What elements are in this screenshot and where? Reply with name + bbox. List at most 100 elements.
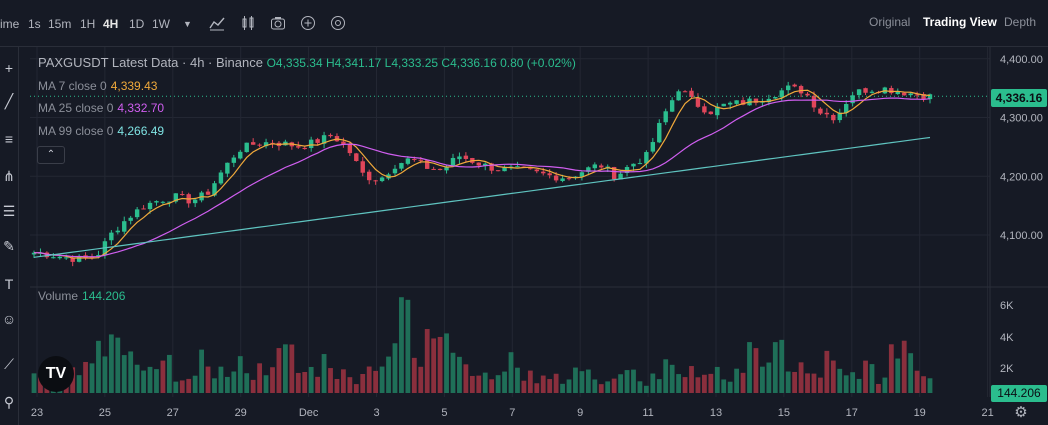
volume-bar <box>192 375 198 393</box>
candle-body <box>212 183 217 196</box>
candle-body <box>392 168 398 174</box>
volume-bar <box>876 383 881 393</box>
volume-bar <box>631 369 636 393</box>
volume-bar <box>399 297 404 393</box>
volume-bar <box>714 366 720 393</box>
ruler-icon[interactable]: ⟋ <box>4 356 14 372</box>
volume-bar <box>489 379 495 393</box>
y-tick-label: 4,300.00 <box>1000 113 1043 125</box>
interval-15m[interactable]: 15m <box>48 17 72 31</box>
interval-1s[interactable]: 1s <box>28 17 41 31</box>
shapes-icon[interactable]: ⋔ <box>3 168 15 184</box>
volume-bar <box>102 356 108 393</box>
volume-bar <box>643 385 649 393</box>
candle-body <box>366 171 372 181</box>
candle-body <box>96 254 101 257</box>
y-tick-label: 4,100.00 <box>1000 230 1043 242</box>
candle-body <box>457 156 462 160</box>
candle-body <box>238 151 243 159</box>
volume-bar <box>592 379 598 393</box>
volume-bar <box>579 371 585 393</box>
zoom-icon[interactable]: ⚲ <box>3 394 15 410</box>
volume-bar <box>289 344 295 393</box>
camera-icon[interactable] <box>270 15 286 33</box>
x-tick-label: 29 <box>235 407 247 419</box>
volume-bar <box>257 363 263 393</box>
candle-body <box>296 146 301 148</box>
volume-bar <box>598 384 604 393</box>
volume-bar <box>237 356 243 393</box>
interval-time[interactable]: ime <box>0 17 20 31</box>
candle-type-icon[interactable] <box>240 15 256 33</box>
settings-icon[interactable]: ⚙ <box>1014 404 1028 421</box>
volume-bar <box>721 379 727 393</box>
drawing-toolbar: + ╱ ≡ ⋔ ☰ ✎ T ☺ ⟋ ⚲ <box>0 47 19 425</box>
candle-body <box>257 144 262 146</box>
candle-body <box>128 217 133 221</box>
ma7-legend[interactable]: MA 7 close 0 4,339.43 <box>38 79 157 93</box>
volume-bar <box>856 378 862 393</box>
volume-bar <box>727 381 733 393</box>
candle-body <box>115 230 120 233</box>
brush-icon[interactable]: ✎ <box>3 238 15 254</box>
text-icon[interactable]: T <box>4 276 14 292</box>
ma99-legend[interactable]: MA 99 close 0 4,266.49 <box>38 124 164 138</box>
fib-icon[interactable]: ☰ <box>2 203 16 219</box>
candle-body <box>373 180 378 182</box>
volume-bar <box>199 349 204 393</box>
ma25-legend[interactable]: MA 25 close 0 4,332.70 <box>38 101 164 115</box>
volume-bar <box>457 356 462 393</box>
volume-bar <box>437 336 443 393</box>
x-tick-label: 21 <box>981 407 993 419</box>
interval-1h[interactable]: 1H <box>80 17 96 31</box>
candle-body <box>51 257 56 259</box>
view-original[interactable]: Original <box>869 15 911 29</box>
legend-collapse-button[interactable]: ⌃ <box>37 146 65 164</box>
volume-bar <box>656 379 662 393</box>
crosshair-icon[interactable]: + <box>4 60 14 76</box>
candle-body <box>341 141 346 145</box>
volume-bar <box>154 369 159 393</box>
candle-body <box>727 102 733 105</box>
interval-1w[interactable]: 1W <box>152 17 170 31</box>
view-trading-view[interactable]: Trading View <box>923 15 997 29</box>
volume-bar <box>553 373 559 393</box>
volume-bar <box>850 372 856 393</box>
volume-bar <box>689 366 694 393</box>
volume-bar <box>115 337 121 393</box>
candle-body <box>70 257 75 262</box>
volume-bar <box>740 372 746 393</box>
x-tick-label: 9 <box>577 407 583 419</box>
candle-body <box>57 256 62 259</box>
chevron-down-icon[interactable]: ▼ <box>183 19 192 29</box>
volume-legend: Volume 144.206 <box>38 289 125 303</box>
volume-bar <box>650 373 656 393</box>
volume-bar <box>914 370 920 393</box>
candle-body <box>64 257 69 259</box>
volume-bar <box>160 360 166 393</box>
volume-bar <box>282 344 288 393</box>
interval-1d[interactable]: 1D <box>129 17 145 31</box>
horizontal-lines-icon[interactable]: ≡ <box>4 131 14 147</box>
compare-icon[interactable] <box>330 15 346 33</box>
candle-body <box>785 85 791 91</box>
candle-body <box>134 209 140 218</box>
trend-line-icon[interactable]: ╱ <box>4 93 14 109</box>
volume-bar <box>863 360 868 393</box>
volume-bar <box>444 333 449 393</box>
volume-bar <box>392 343 398 393</box>
volume-bar <box>502 371 507 393</box>
candle-body <box>850 95 855 104</box>
last-volume-tag: 144.206 <box>991 385 1047 402</box>
emoji-icon[interactable]: ☺ <box>1 311 17 327</box>
candle-body <box>779 90 784 98</box>
indicator-icon[interactable] <box>209 15 225 33</box>
candle-body <box>560 178 565 182</box>
interval-4h[interactable]: 4H <box>103 17 119 31</box>
x-tick-label: 25 <box>99 407 111 419</box>
view-depth[interactable]: Depth <box>1004 15 1037 29</box>
add-icon[interactable] <box>300 15 316 33</box>
volume-bar <box>424 329 430 393</box>
candle-body <box>405 158 411 164</box>
candle-body <box>586 167 591 172</box>
